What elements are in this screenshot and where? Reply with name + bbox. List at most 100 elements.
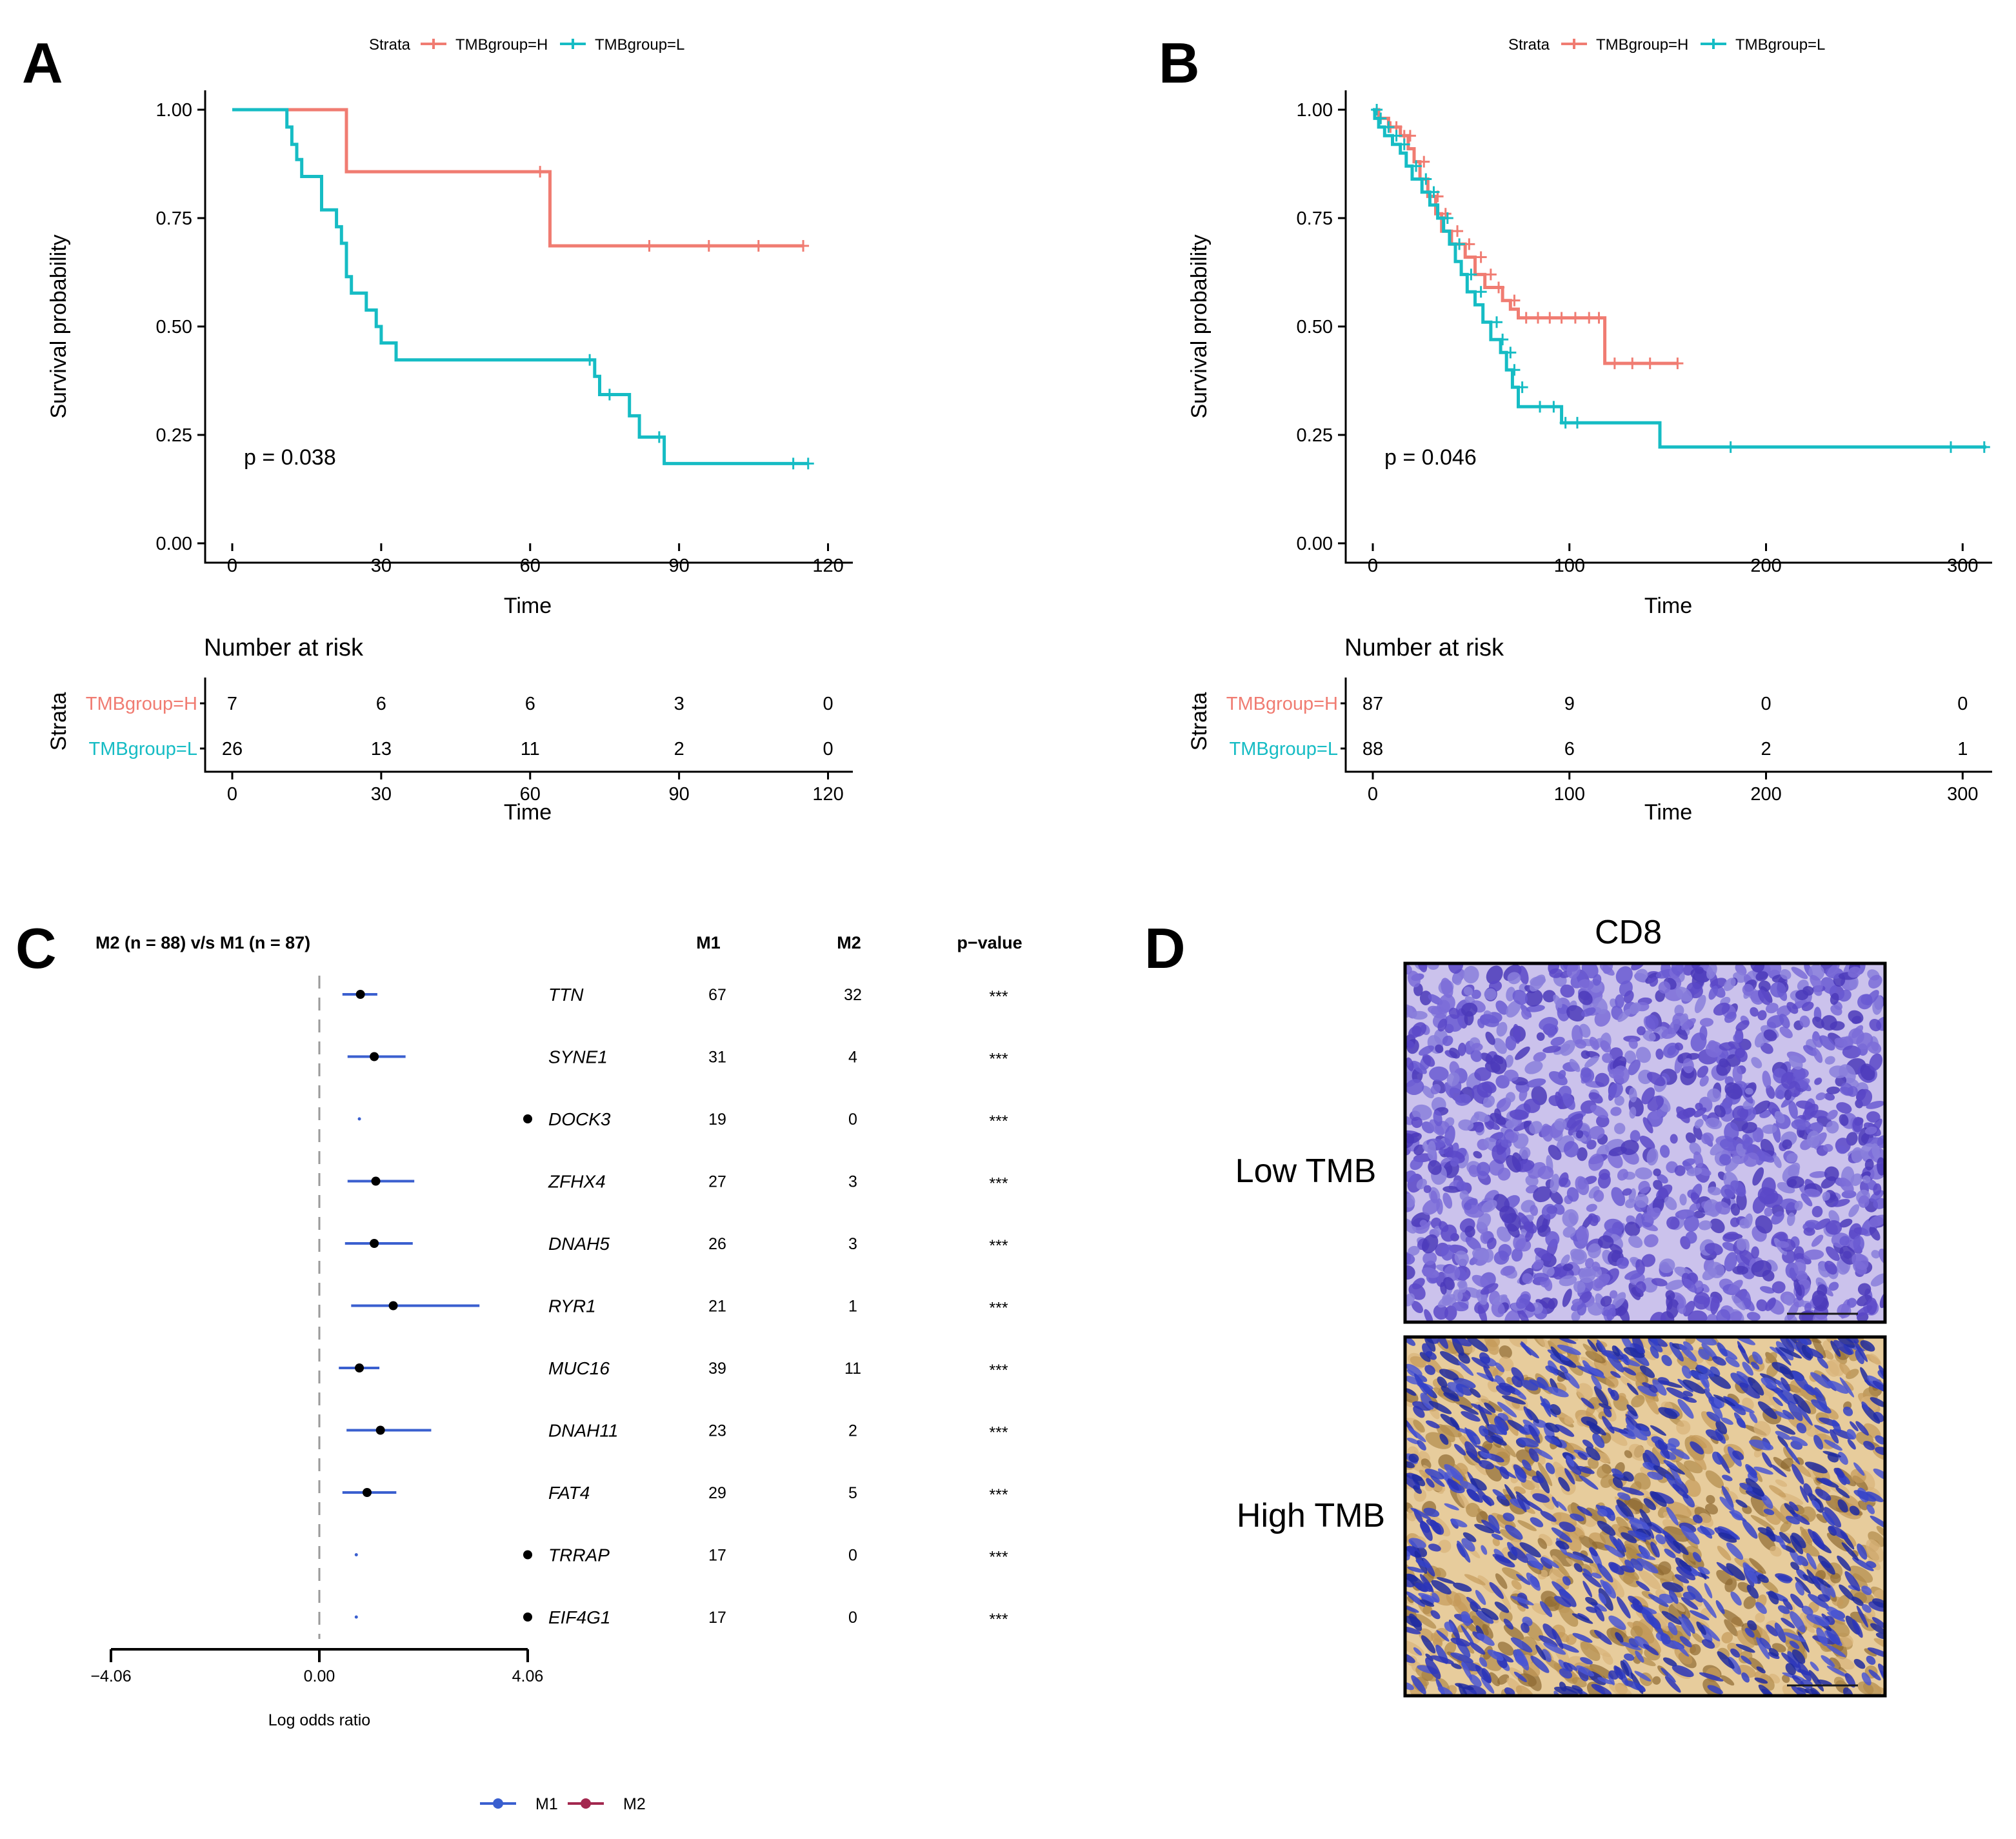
nucleus bbox=[1573, 1281, 1586, 1293]
nucleus bbox=[1559, 1275, 1577, 1287]
nucleus bbox=[1604, 1218, 1624, 1234]
nucleus bbox=[1824, 1440, 1842, 1451]
panel-a-risk-title: Number at risk bbox=[204, 634, 364, 661]
nucleus bbox=[1552, 1496, 1559, 1508]
censor-mark bbox=[1672, 357, 1684, 370]
nucleus bbox=[1588, 1125, 1605, 1140]
nucleus bbox=[1801, 1193, 1813, 1207]
nucleus bbox=[1789, 1640, 1800, 1649]
stroma-fiber bbox=[1576, 1383, 1593, 1400]
nucleus bbox=[1444, 1082, 1454, 1098]
censor-mark bbox=[1508, 364, 1521, 376]
forest-m1-count: 29 bbox=[708, 1484, 726, 1502]
panel-a-risk-cells: TMBgroup=H 7 6 6 3 0 TMBgroup=L 26 13 11 2 0 bbox=[86, 694, 833, 759]
nucleus bbox=[1658, 1407, 1678, 1419]
nucleus bbox=[1804, 1220, 1822, 1229]
nucleus bbox=[1752, 1167, 1764, 1186]
nucleus bbox=[1433, 1110, 1442, 1127]
nucleus bbox=[1410, 1158, 1423, 1171]
risk-cell: 0 bbox=[1761, 694, 1771, 714]
nucleus bbox=[1515, 1294, 1530, 1309]
nucleus bbox=[1579, 1267, 1596, 1283]
censor-mark bbox=[1724, 441, 1737, 453]
nucleus bbox=[1751, 1362, 1760, 1370]
nucleus bbox=[1624, 1269, 1644, 1280]
nucleus bbox=[1857, 1283, 1871, 1296]
nucleus bbox=[1761, 1377, 1777, 1389]
nucleus bbox=[1485, 1120, 1500, 1131]
nucleus bbox=[1825, 1220, 1842, 1235]
nucleus bbox=[1562, 1092, 1575, 1110]
nucleus bbox=[1442, 1035, 1453, 1047]
nucleus bbox=[1826, 1120, 1839, 1134]
nucleus bbox=[1424, 1365, 1435, 1375]
nucleus bbox=[1675, 1042, 1684, 1050]
nucleus bbox=[1788, 1081, 1801, 1098]
nucleus bbox=[1810, 1662, 1819, 1671]
nucleus bbox=[1442, 1192, 1453, 1209]
stroma-fiber bbox=[1749, 1558, 1766, 1574]
nucleus bbox=[1766, 1624, 1779, 1636]
nucleus bbox=[1721, 1485, 1734, 1508]
nucleus bbox=[1615, 966, 1633, 985]
nucleus bbox=[1699, 1018, 1714, 1027]
nucleus bbox=[1435, 1044, 1444, 1054]
nucleus bbox=[1481, 1677, 1495, 1694]
nucleus bbox=[1828, 1210, 1840, 1224]
panel-b-plot: 0.00 0.25 0.50 0.75 1.00 0 100 200 300 Time Sur… bbox=[1187, 90, 1992, 618]
nucleus bbox=[1598, 1593, 1607, 1605]
stroma-fiber bbox=[1775, 1479, 1788, 1487]
nucleus bbox=[1490, 1112, 1506, 1125]
forest-ci-point bbox=[357, 1117, 361, 1121]
nucleus bbox=[1585, 1596, 1598, 1606]
nucleus bbox=[1416, 1178, 1427, 1190]
forest-m2-count: 0 bbox=[848, 1547, 857, 1565]
nucleus bbox=[1542, 1623, 1557, 1640]
nucleus bbox=[1433, 1304, 1448, 1320]
nucleus bbox=[1739, 1482, 1753, 1492]
nucleus bbox=[1493, 1038, 1507, 1054]
stroma-fiber bbox=[1432, 1638, 1443, 1648]
nucleus bbox=[1628, 1087, 1637, 1103]
nucleus bbox=[1779, 1531, 1791, 1544]
micrograph-low-frame bbox=[1403, 961, 1887, 1324]
y-tick-label: 0.25 bbox=[156, 425, 192, 446]
nucleus bbox=[1699, 1525, 1713, 1539]
stroma-fiber bbox=[1419, 1469, 1430, 1479]
nucleus bbox=[1620, 1140, 1639, 1156]
nucleus bbox=[1550, 1173, 1560, 1194]
forest-gene-label: TTN bbox=[548, 985, 584, 1005]
nucleus bbox=[1644, 1234, 1659, 1248]
nucleus bbox=[1841, 1542, 1859, 1561]
nucleus bbox=[1725, 1356, 1740, 1367]
nucleus bbox=[1722, 1231, 1739, 1242]
nucleus bbox=[1770, 1463, 1787, 1478]
nucleus bbox=[1610, 1371, 1621, 1378]
nucleus bbox=[1698, 1349, 1710, 1360]
nucleus bbox=[1661, 1354, 1672, 1367]
nucleus bbox=[1747, 1465, 1757, 1476]
nucleus bbox=[1555, 1540, 1570, 1550]
nucleus bbox=[1824, 1056, 1835, 1065]
nucleus bbox=[1592, 1433, 1605, 1449]
nucleus bbox=[1513, 1671, 1527, 1682]
nucleus bbox=[1442, 1277, 1455, 1291]
stroma-fiber bbox=[1816, 1514, 1828, 1523]
nucleus bbox=[1423, 1185, 1432, 1193]
nucleus bbox=[1520, 1343, 1539, 1359]
nucleus bbox=[1594, 1009, 1611, 1027]
stroma-fiber bbox=[1580, 1641, 1601, 1662]
nucleus bbox=[1851, 1253, 1869, 1270]
nucleus bbox=[1839, 1584, 1855, 1601]
stroma-fiber bbox=[1863, 1423, 1881, 1439]
nucleus bbox=[1539, 1017, 1559, 1031]
nucleus bbox=[1602, 1052, 1613, 1063]
nucleus bbox=[1613, 1123, 1626, 1134]
stroma-fiber bbox=[1586, 1507, 1607, 1525]
nucleus bbox=[1518, 965, 1529, 985]
risk-cell: 6 bbox=[376, 694, 386, 714]
nucleus bbox=[1864, 1158, 1874, 1171]
panel-c-letter: C bbox=[15, 916, 57, 980]
censor-mark bbox=[1520, 312, 1532, 324]
stroma-fiber bbox=[1597, 1465, 1610, 1478]
